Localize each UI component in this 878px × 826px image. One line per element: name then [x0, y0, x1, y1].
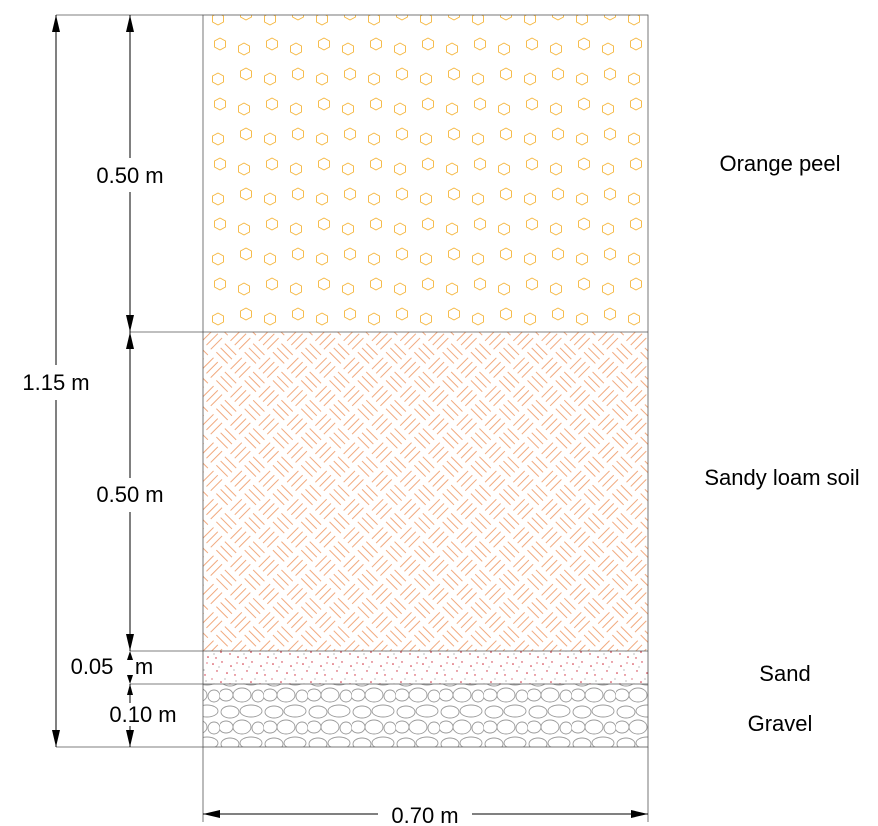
layer-sandy-loam-fill — [203, 332, 648, 651]
width-label: 0.70 m — [391, 803, 458, 826]
orange-peel-thickness-label: 0.50 m — [96, 163, 163, 188]
layer-name-sand: Sand — [759, 661, 810, 686]
layer-outlines — [56, 14, 649, 822]
width-dimension — [203, 810, 648, 818]
layer-gravel-fill — [203, 684, 648, 747]
total-depth-dimension — [52, 15, 60, 747]
total-depth-label: 1.15 m — [22, 370, 89, 395]
gravel-thickness-label: 0.10 m — [109, 702, 176, 727]
sand-thickness-unit: m — [135, 654, 153, 679]
layer-name-sandy-loam-soil: Sandy loam soil — [704, 465, 859, 490]
layer-depth-dimensions — [126, 15, 134, 747]
sandy-loam-thickness-label: 0.50 m — [96, 482, 163, 507]
layer-sand-fill — [203, 651, 648, 684]
layer-orange-peel-fill — [203, 15, 648, 332]
layer-name-orange-peel: Orange peel — [719, 151, 840, 176]
sand-thickness-label: 0.05 — [71, 654, 114, 679]
layer-name-gravel: Gravel — [748, 711, 813, 736]
